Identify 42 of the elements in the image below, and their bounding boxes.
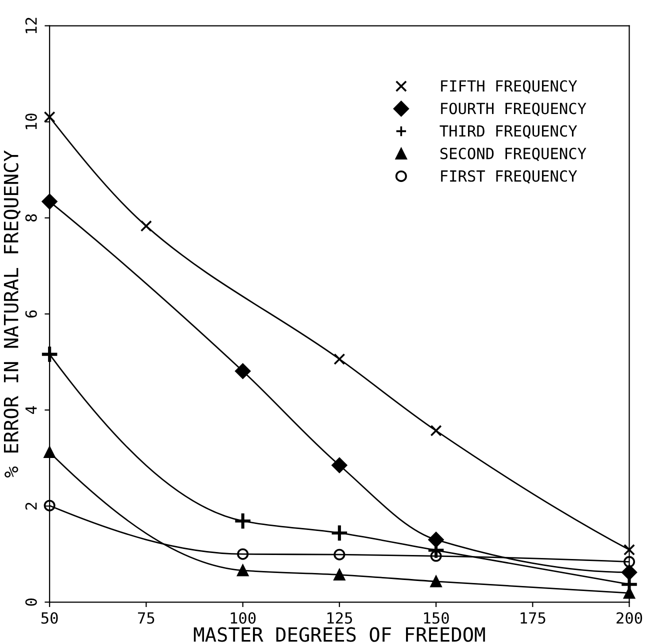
y-tick-label: 0 <box>25 598 37 606</box>
x-axis-title: MASTER DEGREES OF FREEDOM <box>194 627 485 642</box>
x-tick-label: 100 <box>230 612 256 624</box>
point <box>330 524 349 542</box>
y-axis-title: % ERROR IN NATURAL FREQUENCY <box>4 150 21 478</box>
point <box>430 576 442 588</box>
point <box>430 424 442 436</box>
point <box>624 544 636 556</box>
point <box>44 500 56 512</box>
point <box>234 512 252 530</box>
legend-label: FIFTH FREQUENCY <box>441 80 578 94</box>
x-tick-label: 175 <box>520 612 546 624</box>
point <box>334 568 346 581</box>
x-tick-label: 150 <box>424 612 449 624</box>
y-tick-label: 6 <box>25 310 37 318</box>
point <box>44 111 56 123</box>
y-tick-label: 2 <box>25 502 37 510</box>
point <box>42 194 58 210</box>
y-tick-label: 12 <box>25 18 37 34</box>
point <box>624 556 636 568</box>
point <box>334 548 346 560</box>
y-tick-label: 10 <box>25 114 37 130</box>
point <box>40 345 59 364</box>
point <box>44 446 56 458</box>
x-tick-label: 200 <box>616 612 642 624</box>
legend-label: FOURTH FREQUENCY <box>441 102 586 116</box>
point <box>237 548 249 560</box>
legend-label: SECOND FREQUENCY <box>440 148 586 162</box>
point <box>332 457 348 474</box>
point <box>140 220 152 232</box>
x-tick-label: 50 <box>41 612 58 624</box>
point <box>624 587 636 599</box>
point <box>430 550 442 562</box>
y-tick-label: 8 <box>25 214 37 222</box>
legend-label: FIRST FREQUENCY <box>441 170 578 184</box>
point <box>334 353 346 365</box>
legend-label: THIRD FREQUENCY <box>440 125 578 139</box>
point <box>237 564 249 576</box>
x-tick-label: 75 <box>138 612 154 624</box>
x-tick-label: 125 <box>327 612 352 624</box>
point <box>235 363 251 379</box>
y-tick-label: 4 <box>26 406 37 414</box>
